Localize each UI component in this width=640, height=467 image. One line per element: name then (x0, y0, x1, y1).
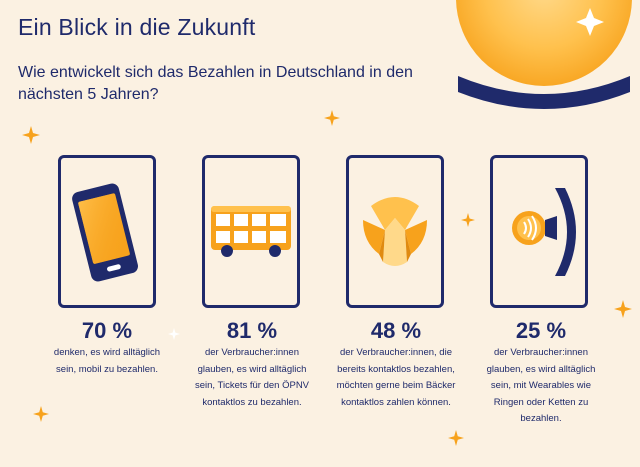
stat-card-mobile (58, 155, 156, 308)
crystal-ball-stand-icon (458, 8, 630, 109)
sparkle-icon (324, 110, 340, 126)
stat-card-bakery (346, 155, 444, 308)
sparkle-icon (168, 328, 180, 340)
sparkle-icon (461, 213, 475, 227)
stat-description: der Verbraucher:innen, die bereits konta… (336, 347, 456, 408)
stat-mobile: 70 % denken, es wird alltäglich sein, mo… (48, 318, 166, 378)
stat-bus: 81 % der Verbraucher:innen glauben, es w… (188, 318, 316, 411)
page-subtitle: Wie entwickelt sich das Bezahlen in Deut… (18, 64, 413, 103)
page-title: Ein Blick in die Zukunft (18, 14, 256, 40)
sparkle-icon (22, 126, 40, 144)
stat-description: der Verbraucher:innen glauben, es wird a… (486, 347, 596, 424)
stat-percent: 81 % (226, 318, 278, 343)
stat-description: der Verbraucher:innen glauben, es wird a… (194, 347, 310, 408)
croissant-icon (363, 197, 427, 266)
sparkle-icon (33, 406, 49, 422)
smartwatch-icon (512, 188, 576, 276)
stat-percent: 70 % (81, 318, 133, 343)
stat-percent: 25 % (515, 318, 567, 343)
sparkle-icon (614, 300, 632, 318)
stat-card-wearable (490, 155, 588, 308)
bus-icon (211, 206, 291, 257)
smartphone-icon (72, 183, 138, 282)
stat-bakery: 48 % der Verbraucher:innen, die bereits … (332, 318, 460, 411)
stat-percent: 48 % (370, 318, 422, 343)
sparkle-icon (448, 430, 464, 446)
stat-card-bus (202, 155, 300, 308)
stat-wearable: 25 % der Verbraucher:innen glauben, es w… (478, 318, 604, 428)
stat-description: denken, es wird alltäglich sein, mobil z… (53, 347, 161, 375)
